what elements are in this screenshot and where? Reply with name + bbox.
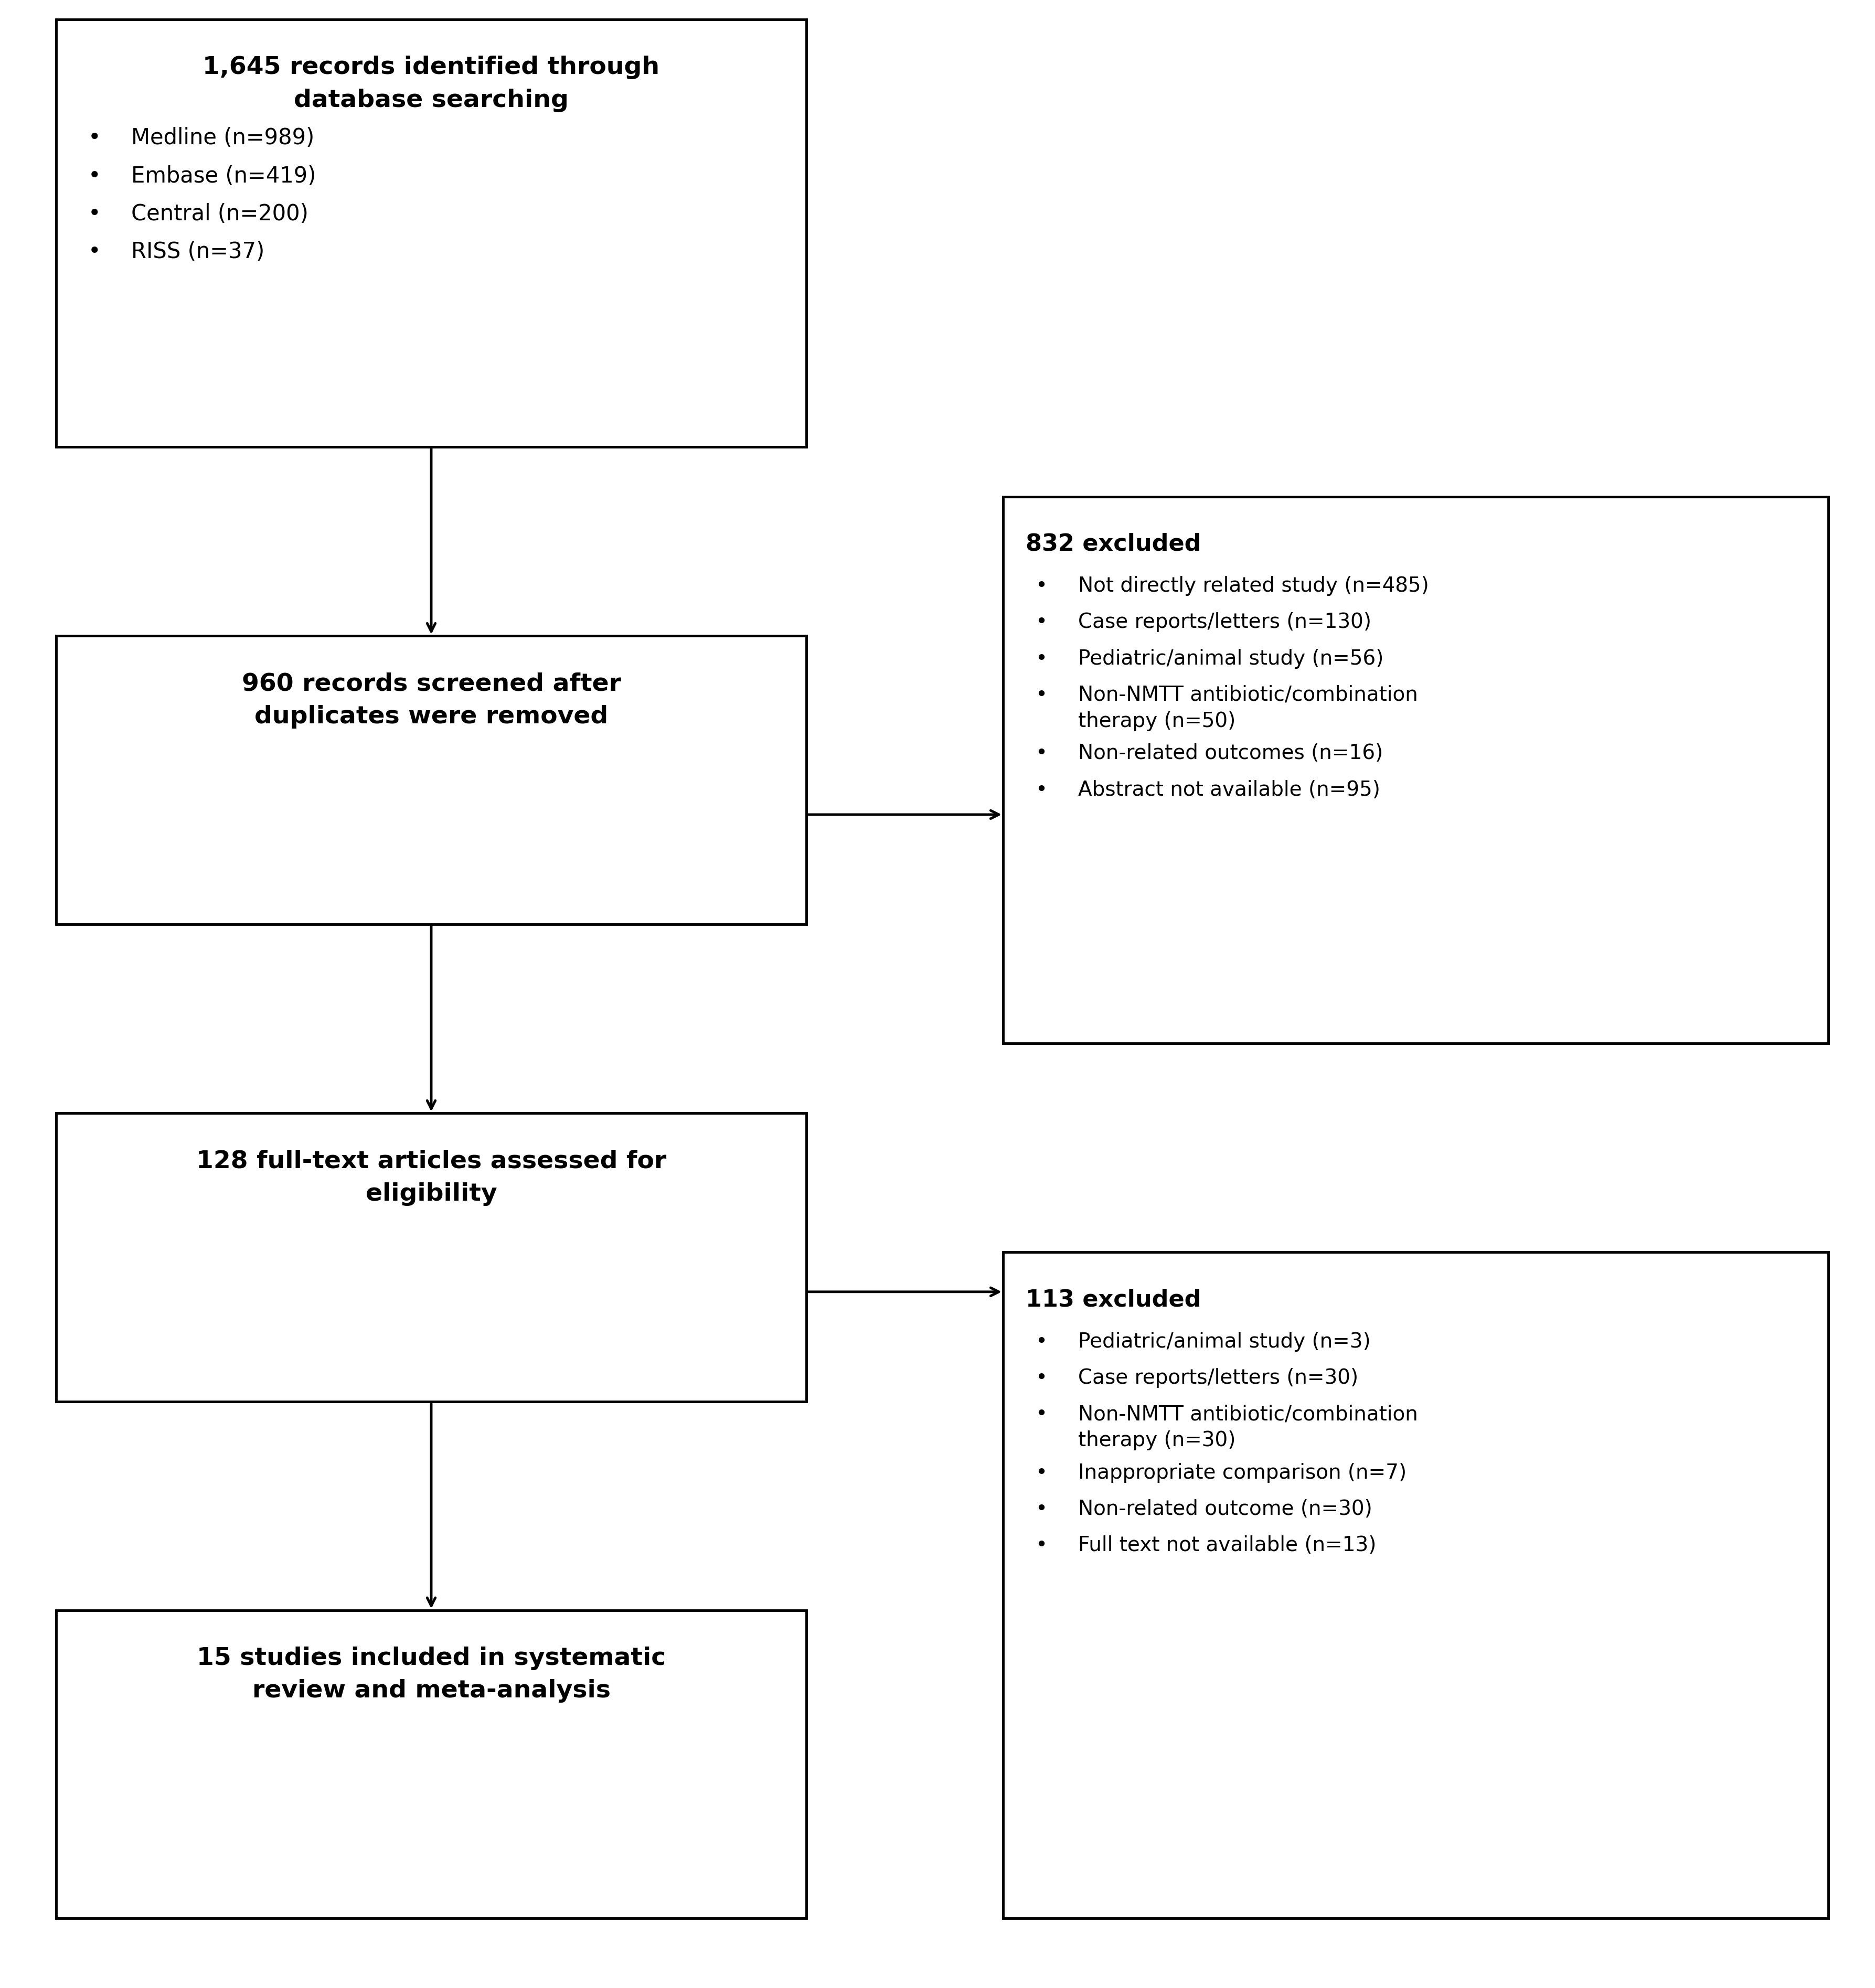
Text: 1,645 records identified through
database searching: 1,645 records identified through databas… <box>202 56 660 111</box>
Text: Non-NMTT antibiotic/combination
therapy (n=30): Non-NMTT antibiotic/combination therapy … <box>1078 1404 1418 1449</box>
Text: •: • <box>1035 1499 1046 1519</box>
Text: •: • <box>1035 684 1046 706</box>
Text: •: • <box>1035 1463 1046 1483</box>
Text: Non-related outcome (n=30): Non-related outcome (n=30) <box>1078 1499 1372 1519</box>
Text: •: • <box>1035 1404 1046 1423</box>
Text: Central (n=200): Central (n=200) <box>131 203 309 225</box>
Text: •: • <box>1035 1368 1046 1388</box>
Text: Medline (n=989): Medline (n=989) <box>131 127 315 149</box>
Text: Inappropriate comparison (n=7): Inappropriate comparison (n=7) <box>1078 1463 1406 1483</box>
Text: •: • <box>1035 612 1046 632</box>
Text: •: • <box>1035 1332 1046 1352</box>
Text: Case reports/letters (n=130): Case reports/letters (n=130) <box>1078 612 1371 632</box>
Text: 832 excluded: 832 excluded <box>1026 533 1202 555</box>
Text: •: • <box>1035 744 1046 763</box>
Text: Embase (n=419): Embase (n=419) <box>131 165 317 187</box>
Text: •: • <box>1035 648 1046 668</box>
Text: 128 full-text articles assessed for
eligibility: 128 full-text articles assessed for elig… <box>197 1149 666 1205</box>
Text: Full text not available (n=13): Full text not available (n=13) <box>1078 1535 1376 1555</box>
Text: •: • <box>1035 1535 1046 1555</box>
Text: •: • <box>88 165 101 187</box>
FancyBboxPatch shape <box>56 1113 806 1402</box>
Text: •: • <box>88 241 101 262</box>
Text: Abstract not available (n=95): Abstract not available (n=95) <box>1078 779 1380 799</box>
Text: 15 studies included in systematic
review and meta-analysis: 15 studies included in systematic review… <box>197 1646 666 1702</box>
Text: Pediatric/animal study (n=56): Pediatric/animal study (n=56) <box>1078 648 1384 668</box>
Text: Case reports/letters (n=30): Case reports/letters (n=30) <box>1078 1368 1358 1388</box>
FancyBboxPatch shape <box>1003 1252 1828 1918</box>
Text: •: • <box>88 127 101 149</box>
Text: •: • <box>88 203 101 225</box>
Text: 113 excluded: 113 excluded <box>1026 1288 1202 1310</box>
FancyBboxPatch shape <box>1003 497 1828 1044</box>
Text: •: • <box>1035 577 1046 596</box>
Text: 960 records screened after
duplicates were removed: 960 records screened after duplicates we… <box>242 672 621 728</box>
Text: Non-NMTT antibiotic/combination
therapy (n=50): Non-NMTT antibiotic/combination therapy … <box>1078 684 1418 732</box>
Text: Pediatric/animal study (n=3): Pediatric/animal study (n=3) <box>1078 1332 1371 1352</box>
FancyBboxPatch shape <box>56 1610 806 1918</box>
FancyBboxPatch shape <box>56 636 806 924</box>
Text: •: • <box>1035 779 1046 799</box>
Text: Non-related outcomes (n=16): Non-related outcomes (n=16) <box>1078 744 1384 763</box>
FancyBboxPatch shape <box>56 20 806 447</box>
Text: Not directly related study (n=485): Not directly related study (n=485) <box>1078 577 1429 596</box>
Text: RISS (n=37): RISS (n=37) <box>131 241 264 262</box>
